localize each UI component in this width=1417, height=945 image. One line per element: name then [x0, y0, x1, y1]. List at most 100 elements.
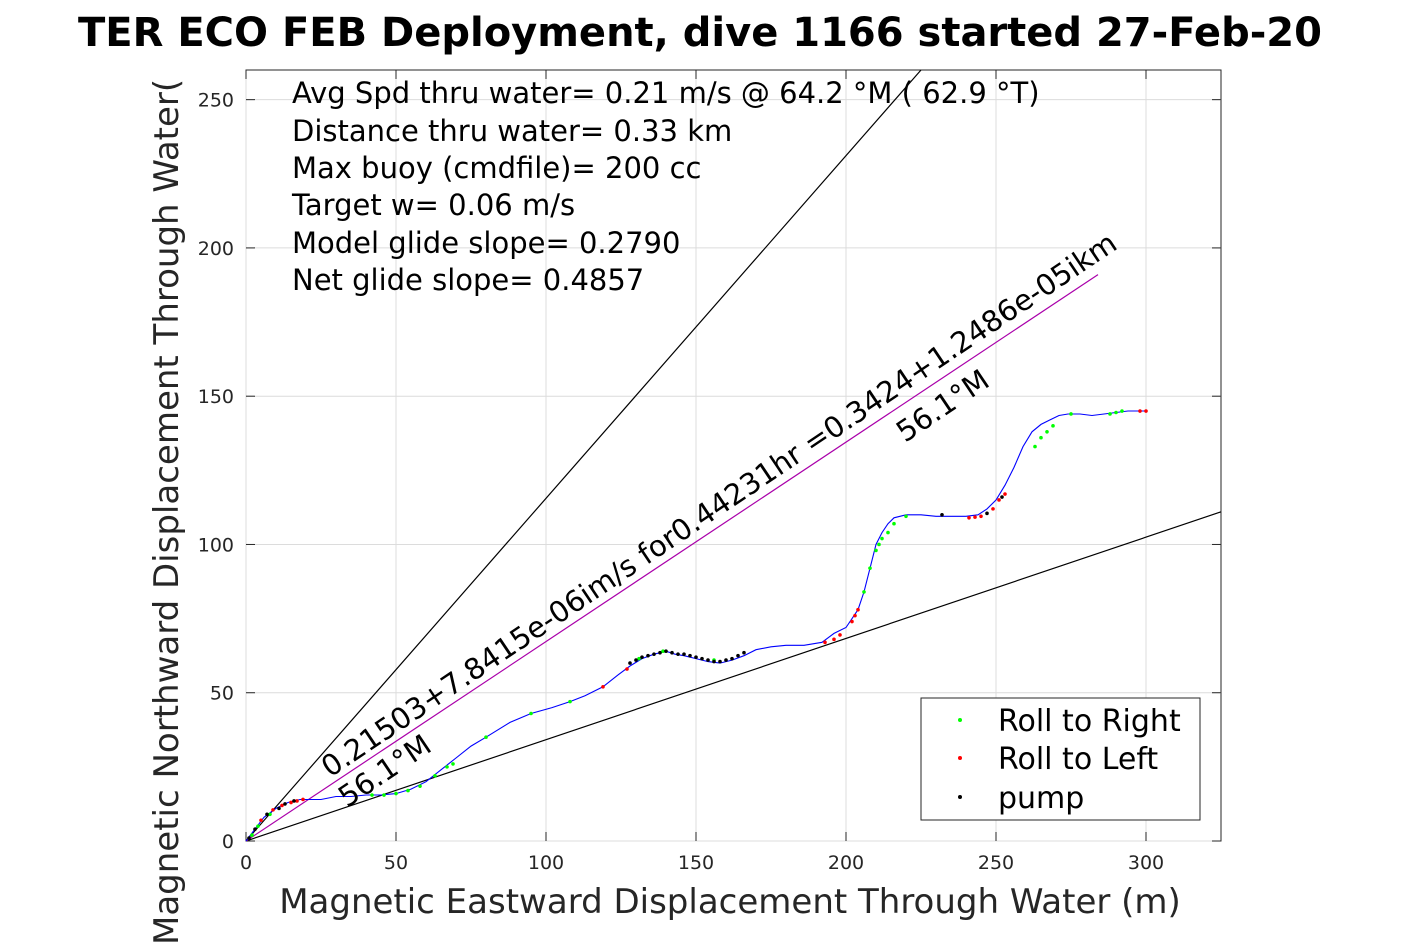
roll-left-point	[625, 667, 629, 671]
pump-point	[724, 658, 728, 662]
roll-right-point	[892, 521, 896, 526]
pump-point	[247, 836, 251, 840]
x-tick-label: 150	[678, 852, 714, 874]
y-tick-label: 200	[198, 238, 234, 260]
roll-left-point	[991, 507, 995, 511]
pump-point	[712, 659, 716, 664]
roll-right-point	[877, 542, 881, 547]
roll-right-point	[637, 656, 641, 661]
roll-right-point	[880, 536, 884, 541]
y-tick-label: 0	[222, 831, 234, 853]
info-box: Avg Spd thru water= 0.21 m/s @ 64.2 °M (…	[291, 76, 1040, 297]
roll-right-point	[868, 566, 872, 570]
x-tick-labels: 0 50 100 150 200 250 300	[240, 852, 1164, 874]
roll-right-point	[250, 833, 254, 837]
pump-point	[682, 652, 686, 656]
legend-label-roll-left: Roll to Left	[998, 742, 1158, 777]
roll-right-point	[1108, 412, 1112, 416]
roll-left-point	[1144, 409, 1148, 413]
legend-label-pump: pump	[998, 781, 1084, 816]
legend: Roll to Right Roll to Left pump	[920, 697, 1201, 821]
roll-right-point	[904, 514, 908, 519]
x-tick-label: 50	[384, 852, 408, 874]
pump-point	[706, 658, 710, 662]
pump-point	[628, 661, 632, 665]
roll-right-point	[394, 791, 398, 796]
roll-right-point	[1069, 412, 1073, 416]
roll-right-point	[1051, 424, 1055, 428]
pump-point	[718, 659, 722, 664]
info-line-4: Target w= 0.06 m/s	[291, 188, 575, 222]
roll-left-point	[301, 797, 305, 802]
roll-left-point	[850, 619, 854, 624]
roll-left-point	[832, 637, 836, 642]
info-line-5: Model glide slope= 0.2790	[292, 226, 680, 260]
x-tick-label: 100	[528, 852, 564, 874]
pump-point	[694, 655, 698, 659]
legend-marker-pump	[958, 795, 962, 799]
roll-left-point	[280, 803, 284, 808]
pump-point	[253, 827, 257, 831]
roll-right-point	[1120, 409, 1124, 413]
pump-point	[265, 812, 269, 817]
roll-right-point	[382, 793, 386, 797]
pump-point	[634, 658, 638, 662]
roll-right-point	[1033, 444, 1037, 449]
pump-point	[730, 656, 734, 661]
chart-title: TER ECO FEB Deployment, dive 1166 starte…	[78, 10, 1322, 56]
legend-marker-roll-right	[958, 718, 962, 722]
roll-right-point	[862, 590, 866, 594]
roll-left-point	[997, 498, 1001, 502]
pump-point	[652, 652, 656, 656]
pump-point	[640, 655, 644, 659]
roll-right-point	[418, 784, 422, 788]
pump-point	[736, 653, 740, 658]
roll-right-point	[661, 649, 665, 654]
sample-points	[247, 409, 1148, 840]
legend-marker-roll-left	[958, 756, 962, 760]
x-tick-label: 250	[978, 852, 1014, 874]
roll-right-point	[370, 793, 374, 797]
roll-right-point	[406, 788, 410, 793]
roll-left-point	[601, 685, 605, 689]
y-tick-label: 150	[198, 386, 234, 408]
roll-left-point	[838, 633, 842, 637]
info-line-2: Distance thru water= 0.33 km	[292, 114, 732, 148]
y-tick-label: 250	[198, 90, 234, 112]
x-tick-label: 0	[240, 852, 252, 874]
reference-lines	[245, 69, 1222, 842]
track	[245, 410, 1146, 842]
legend-label-roll-right: Roll to Right	[998, 704, 1181, 739]
roll-right-point	[256, 824, 260, 828]
pump-point	[277, 806, 281, 811]
y-axis-label: Magnetic Northward Displacement Through …	[147, 79, 187, 945]
heading-line-line	[245, 274, 1099, 842]
roll-left-point	[1003, 492, 1007, 496]
info-line-6: Net glide slope= 0.4857	[292, 263, 644, 297]
roll-left-point	[1138, 409, 1142, 413]
pump-point	[742, 650, 746, 655]
info-line-1: Avg Spd thru water= 0.21 m/s @ 64.2 °M (…	[292, 76, 1040, 110]
pump-point	[985, 511, 989, 516]
roll-left-point	[856, 607, 860, 612]
pump-point	[940, 513, 944, 517]
roll-left-point	[823, 640, 827, 645]
legend-box	[920, 697, 1201, 821]
roll-right-point	[268, 812, 272, 817]
roll-right-point	[1045, 429, 1049, 434]
roll-right-point	[1114, 410, 1118, 415]
roll-left-point	[259, 818, 263, 823]
upper-glide-bound-line	[245, 69, 922, 842]
roll-right-point	[1039, 435, 1043, 440]
roll-left-point	[973, 515, 977, 519]
roll-right-point	[874, 548, 878, 553]
roll-left-point	[979, 514, 983, 519]
pump-point	[688, 653, 692, 658]
roll-left-point	[967, 515, 971, 520]
x-tick-label: 300	[1128, 852, 1164, 874]
roll-right-point	[445, 765, 449, 769]
y-tick-labels: 0 50 100 150 200 250	[198, 90, 234, 853]
pump-point	[664, 649, 668, 654]
roll-right-point	[433, 773, 437, 778]
